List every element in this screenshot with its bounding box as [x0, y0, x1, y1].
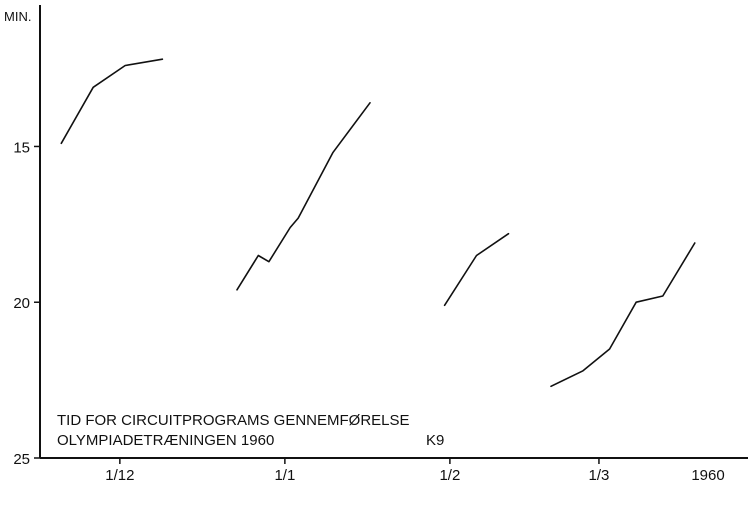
x-tick-label: 1/3: [589, 467, 610, 484]
series-line-2: [236, 102, 371, 291]
y-tick-label: 15: [13, 139, 30, 156]
x-ticks: 1/12 1/1 1/2 1/3 1960: [105, 458, 725, 484]
y-tick-label: 25: [13, 451, 30, 468]
series-group: [60, 58, 696, 388]
series-line-4: [550, 242, 696, 388]
y-axis-label: MIN.: [4, 9, 31, 24]
x-tick-label: 1/2: [439, 467, 460, 484]
x-tick-label: 1/1: [274, 467, 295, 484]
y-tick-label: 20: [13, 295, 30, 312]
y-ticks: 15 20 25: [13, 139, 40, 468]
x-tick-label: 1/12: [105, 467, 134, 484]
chart-title: TID FOR CIRCUITPROGRAMS GENNEMFØRELSE: [57, 412, 410, 429]
chart-subtitle: OLYMPIADETRÆNINGEN 1960: [57, 432, 274, 449]
series-line-1: [60, 58, 164, 145]
series-line-3: [443, 232, 510, 307]
year-label: 1960: [691, 467, 724, 484]
figure-code: K9: [426, 432, 444, 449]
